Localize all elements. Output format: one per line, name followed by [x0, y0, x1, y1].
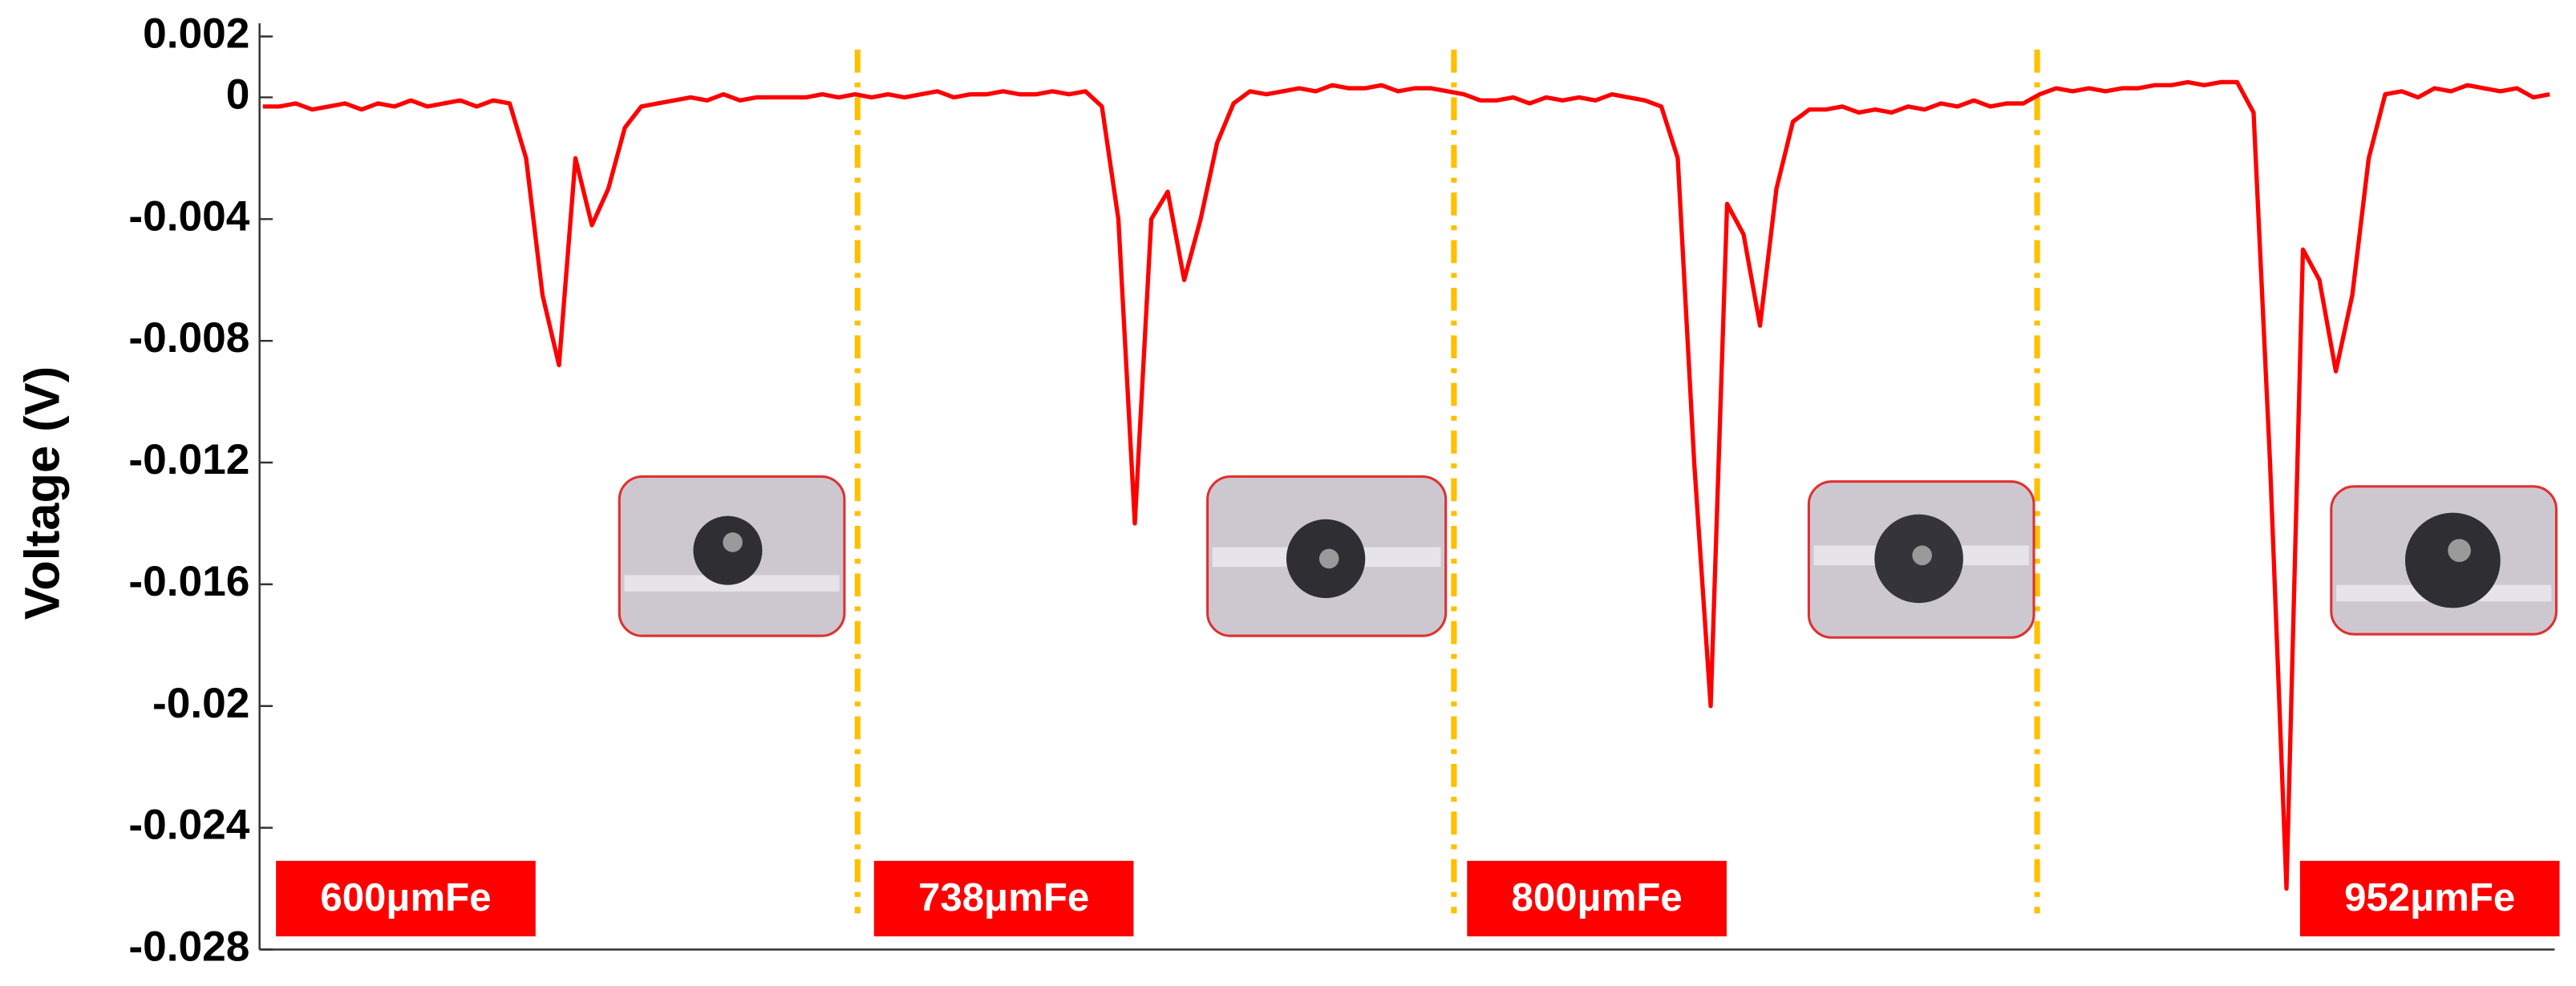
y-tick-label: -0.008 [128, 314, 249, 362]
y-tick-label: -0.02 [152, 680, 249, 727]
annotation-box [873, 860, 1134, 937]
annotation-box [276, 860, 536, 937]
annotation-box [1467, 860, 1727, 937]
y-tick-label: -0.028 [128, 923, 249, 971]
annotation: 600μmFe [320, 875, 491, 919]
inset-photo [1807, 480, 2035, 639]
data-line [262, 79, 2550, 891]
annotation: 738μmFe [918, 875, 1089, 919]
annotation: 952μmFe [2344, 875, 2515, 919]
y-axis-label: Voltage (V) [15, 366, 71, 620]
annotation-box [2299, 860, 2560, 937]
inset-photo [618, 475, 846, 637]
y-tick-label: 0.002 [143, 10, 249, 58]
y-tick-label: -0.004 [128, 192, 249, 240]
y-tick-label: 0 [226, 71, 250, 119]
inset-photos [618, 475, 2558, 639]
y-tick-label: -0.012 [128, 436, 249, 483]
inset-photo [2330, 485, 2558, 636]
annotation: 800μmFe [1512, 875, 1683, 919]
inset-photo [1206, 475, 1448, 637]
y-tick-label: -0.024 [128, 802, 249, 849]
y-tick-label: -0.016 [128, 558, 249, 605]
